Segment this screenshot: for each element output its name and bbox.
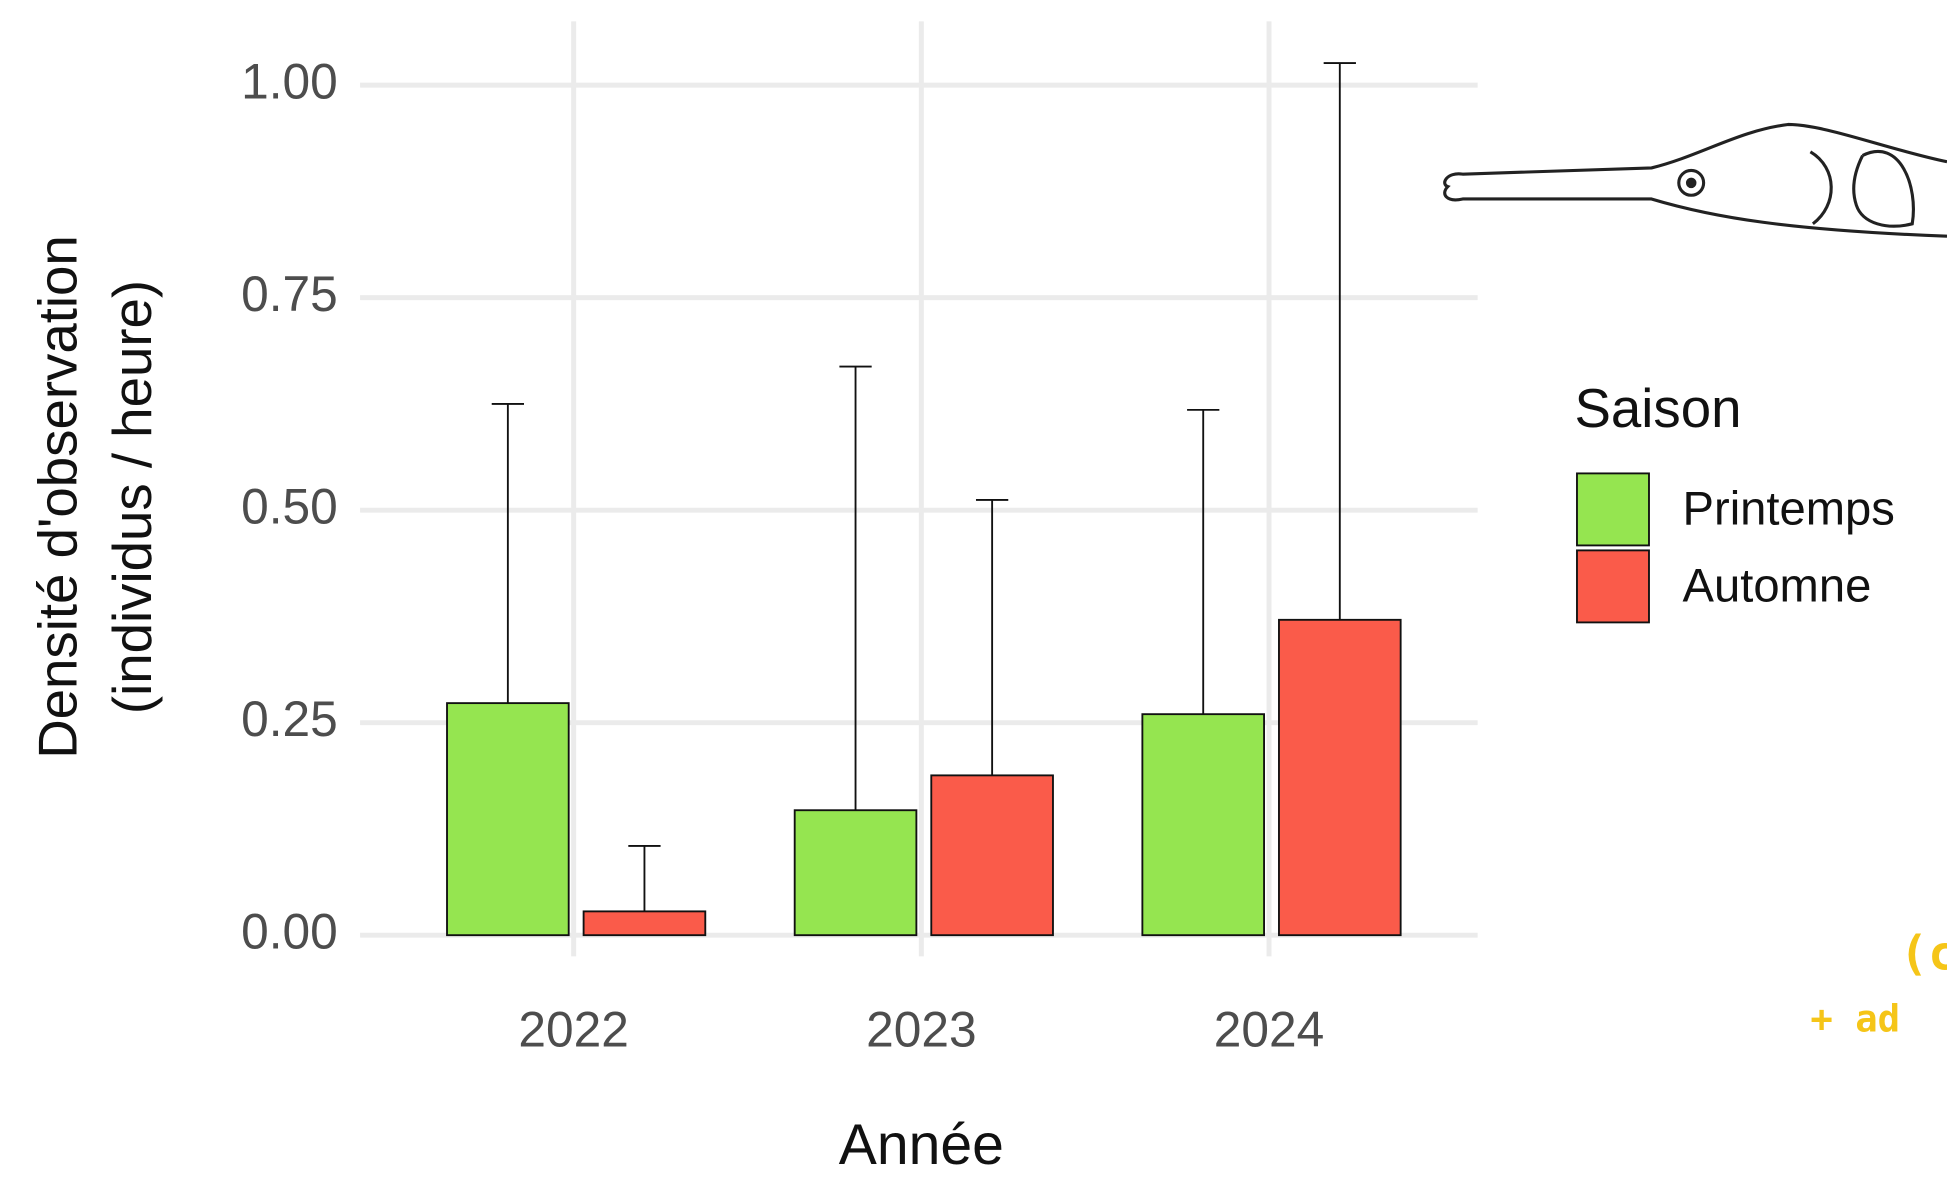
bar [447, 703, 569, 935]
bar [1279, 620, 1401, 935]
y-tick-label: 0.00 [241, 903, 338, 959]
fish-illustration [1445, 124, 1947, 236]
y-axis-title: (individus / heure) [102, 280, 163, 714]
x-tick-label: 2022 [518, 1002, 628, 1058]
x-tick-label: 2024 [1214, 1002, 1324, 1058]
annotation-text: + ad [1810, 996, 1900, 1040]
page: {"chart_data": {"type": "bar", "x_label"… [0, 0, 1947, 1179]
bar [795, 810, 917, 935]
y-axis-title: Densité d'observation [28, 235, 89, 759]
legend-swatch [1577, 550, 1649, 622]
legend-title: Saison [1574, 378, 1741, 439]
legend-swatch [1577, 473, 1649, 545]
y-tick-label: 0.50 [241, 478, 338, 534]
bar [584, 911, 706, 935]
bar [1142, 714, 1264, 935]
legend-label: Automne [1683, 558, 1872, 611]
y-tick-label: 0.25 [241, 691, 338, 747]
legend-label: Printemps [1683, 481, 1895, 534]
y-tick-label: 1.00 [241, 53, 338, 109]
y-tick-label: 0.75 [241, 266, 338, 322]
chart: (c + ad Année Densité d'observation (ind… [0, 0, 1947, 1179]
x-tick-label: 2023 [866, 1002, 976, 1058]
annotation-text: (c [1900, 926, 1947, 981]
x-axis-title: Année [839, 1113, 1004, 1177]
bar [931, 775, 1053, 935]
